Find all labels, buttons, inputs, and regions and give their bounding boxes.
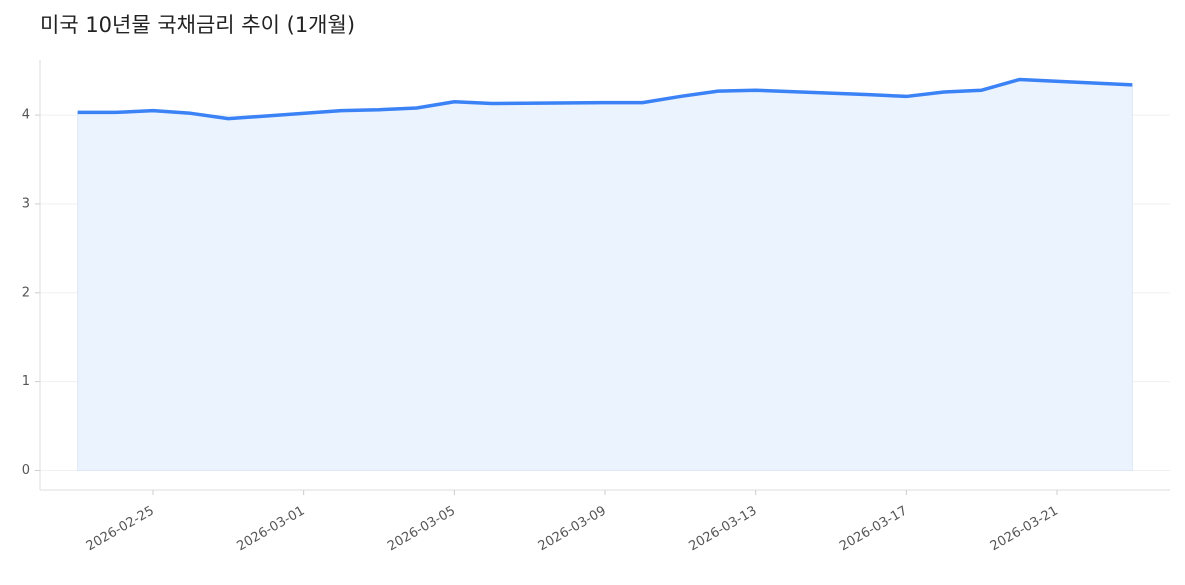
y-tick-label: 2 xyxy=(22,285,30,300)
area xyxy=(77,79,1133,471)
x-tick-label: 2026-03-09 xyxy=(536,504,609,555)
y-tick-label: 1 xyxy=(22,374,30,389)
y-tick-label: 3 xyxy=(22,196,30,211)
chart-title: 미국 10년물 국채금리 추이 (1개월) xyxy=(40,13,355,37)
line xyxy=(77,77,1133,121)
y-tick-label: 4 xyxy=(22,108,30,123)
y-tick-label: 0 xyxy=(22,463,30,478)
x-tick-label: 2026-03-05 xyxy=(385,504,458,555)
x-tick-label: 2026-03-13 xyxy=(686,504,759,555)
x-tick-label: 2026-03-21 xyxy=(988,504,1061,555)
x-tick-label: 2026-03-17 xyxy=(837,504,910,555)
x-tick-label: 2026-02-25 xyxy=(84,504,157,555)
x-tick-label: 2026-03-01 xyxy=(234,504,307,555)
